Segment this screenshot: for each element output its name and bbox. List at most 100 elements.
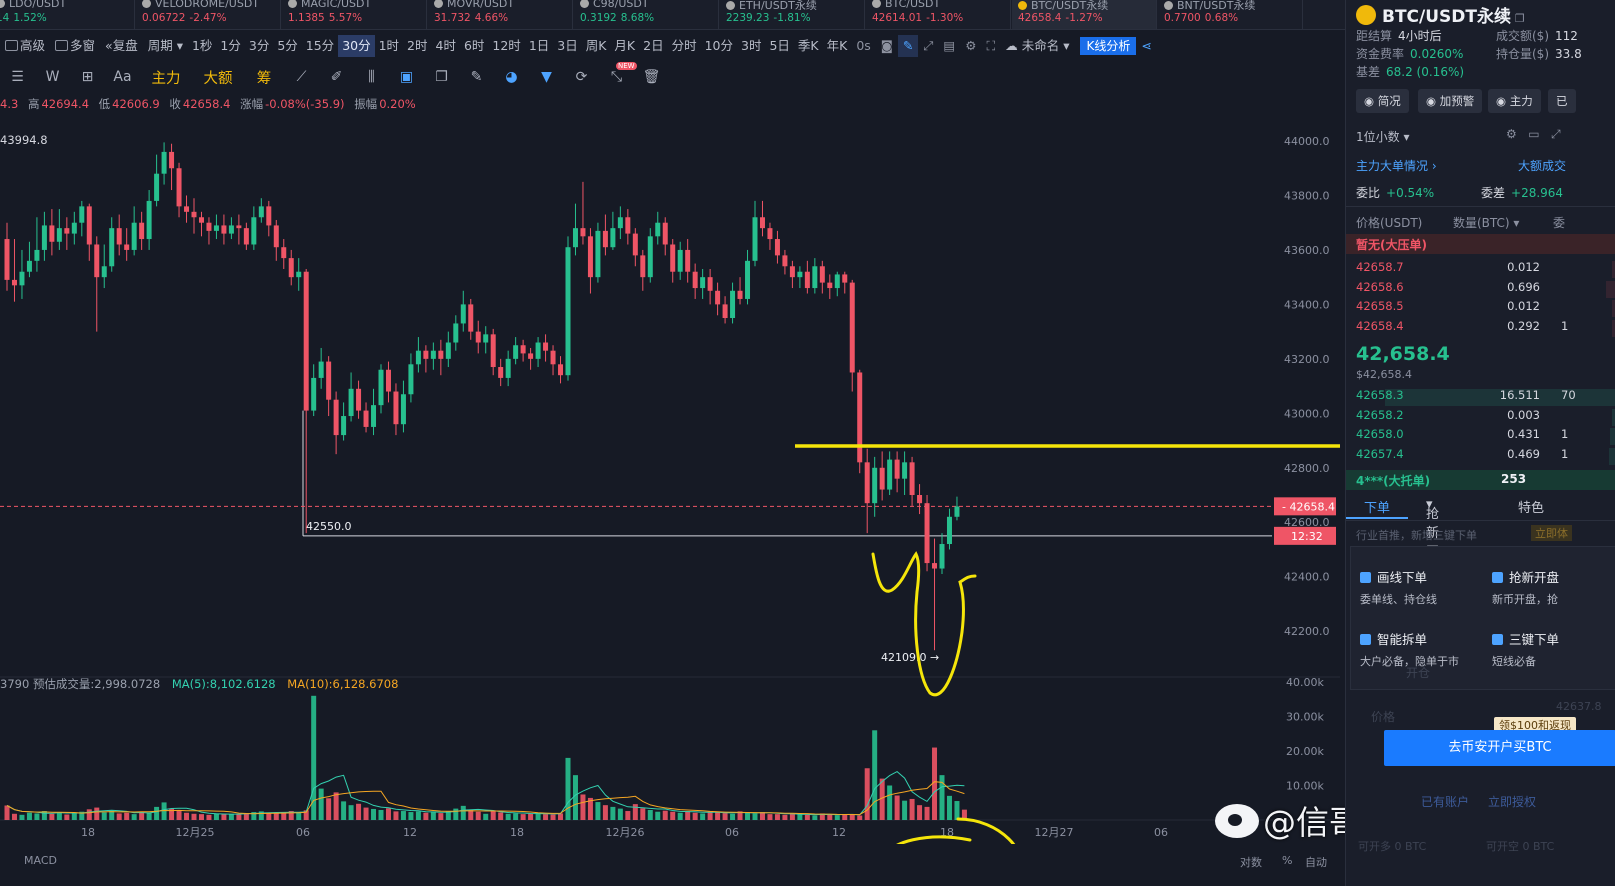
ticker-tab[interactable]: BTC/USDT永续 42658.4 -1.27%: [1012, 0, 1157, 29]
layout-dropdown[interactable]: ☁ 未命名 ▾: [1005, 38, 1070, 53]
big-order-link[interactable]: 主力大单情况 ›: [1356, 159, 1437, 173]
ticker-tab[interactable]: LDO/USDT 141.52%: [0, 0, 135, 29]
interval-option[interactable]: 2日: [643, 38, 664, 53]
interval-option[interactable]: 4时: [435, 38, 456, 53]
ticker-tab[interactable]: MAGIC/USDT 1.1385 5.57%: [282, 0, 427, 29]
lock-icon[interactable]: ▣: [399, 69, 414, 85]
orderbook-row[interactable]: 42658.6 0.696: [1356, 280, 1615, 299]
ticker-tab[interactable]: C98/USDT 0.3192 8.68%: [574, 0, 719, 29]
feature-draw-order[interactable]: 画线下单 委单线、持仓线: [1360, 570, 1437, 606]
ticker-tab[interactable]: MOVR/USDT 31.732 4.66%: [428, 0, 573, 29]
orderbook-row[interactable]: 42658.7 0.012: [1356, 260, 1615, 279]
expand-icon[interactable]: ⤢: [923, 38, 934, 53]
orderbook-row[interactable]: 42658.0 0.431 1: [1356, 427, 1615, 446]
interval-option[interactable]: 1日: [528, 38, 550, 53]
main-force-button[interactable]: 主力: [151, 70, 181, 87]
volume-bar: [647, 809, 653, 820]
brush-icon[interactable]: ✐: [330, 69, 343, 85]
orderbook-row[interactable]: 42658.2 0.003: [1356, 408, 1615, 427]
interval-option[interactable]: 15分: [305, 38, 335, 53]
feature-new-listing[interactable]: 抢新开盘 新币开盘，抢: [1492, 570, 1560, 606]
copy-icon[interactable]: ❐: [435, 69, 448, 85]
ticker-tab[interactable]: BTC/USDT 42614.01 -1.30%: [866, 0, 1011, 29]
ruler-icon[interactable]: ⟋: [296, 69, 307, 85]
advanced-button[interactable]: 高级: [0, 35, 50, 57]
sync-icon[interactable]: ⟳: [575, 69, 588, 85]
log-scale-toggle[interactable]: 对数: [1240, 856, 1262, 869]
overview-button[interactable]: ◉ 简况: [1356, 89, 1409, 113]
copy-icon[interactable]: ❐: [1511, 12, 1525, 25]
menu-icon[interactable]: ☰: [11, 69, 24, 85]
feature-three-key[interactable]: 三键下单 短线必备: [1492, 632, 1560, 668]
big-trade-link[interactable]: 大额成交: [1518, 159, 1567, 173]
text-tool-icon[interactable]: Aa: [113, 69, 132, 85]
bind-now-link[interactable]: 立即授权: [1488, 795, 1537, 809]
orderbook-row[interactable]: 42658.4 0.292 1: [1356, 319, 1615, 338]
interval-option[interactable]: 2时: [407, 38, 428, 53]
settings-icon[interactable]: ⚙: [965, 38, 977, 53]
interval-option[interactable]: 5日: [769, 38, 790, 53]
interval-option[interactable]: 6时: [463, 38, 485, 53]
interval-option[interactable]: 年K: [826, 38, 848, 53]
tab-order[interactable]: 下单: [1364, 501, 1391, 516]
box-tool-icon[interactable]: ⊞: [81, 69, 94, 85]
interval-option[interactable]: 30分: [338, 35, 375, 57]
trash-icon[interactable]: 🗑: [642, 69, 661, 85]
interval-option[interactable]: 3分: [248, 38, 270, 53]
share-icon[interactable]: ⋖: [1141, 38, 1152, 53]
ticker-tab[interactable]: BNT/USDT永续 0.7700 0.68%: [1158, 0, 1303, 29]
orderbook-row[interactable]: 42657.4 0.469 1: [1356, 447, 1615, 466]
interval-option[interactable]: 月K: [614, 38, 636, 53]
auto-scale-toggle[interactable]: 自动: [1305, 856, 1327, 869]
candlestick-chart[interactable]: 44000.0 43800.0 43600.0 43400.0 43200.0 43000…: [0, 92, 1342, 844]
multi-window-button[interactable]: 多窗: [50, 35, 100, 57]
interval-option[interactable]: 3时: [741, 38, 762, 53]
interval-option[interactable]: 分时: [671, 38, 697, 53]
macd-label[interactable]: MACD: [24, 854, 57, 867]
decimals-dropdown[interactable]: 1位小数 ▾: [1356, 130, 1410, 144]
bars-icon[interactable]: ⫼: [368, 69, 375, 85]
interval-option[interactable]: 1时: [378, 38, 400, 53]
interval-option[interactable]: 周K: [585, 38, 607, 53]
fullscreen-icon[interactable]: ⛶: [986, 38, 996, 53]
interval-option[interactable]: 10分: [704, 38, 733, 53]
kline-analysis-button[interactable]: K线分析: [1080, 37, 1137, 55]
volume-bar: [587, 797, 593, 820]
more-button[interactable]: 已: [1548, 89, 1576, 113]
main-force-panel-button[interactable]: ◉ 主力: [1488, 89, 1541, 113]
template-icon[interactable]: ▤: [943, 38, 956, 53]
candle-body: [498, 367, 504, 378]
percent-toggle[interactable]: %: [1282, 854, 1293, 867]
period-dropdown[interactable]: 周期 ▾: [147, 38, 183, 53]
interval-option[interactable]: 3日: [557, 38, 578, 53]
replay-button[interactable]: «复盘: [105, 38, 138, 53]
ticker-tab[interactable]: ETH/USDT永续 2239.23 -1.81%: [720, 0, 865, 29]
has-account-link[interactable]: 已有账户: [1421, 795, 1470, 809]
interval-option[interactable]: 季K: [797, 38, 819, 53]
interval-option[interactable]: 5分: [277, 38, 298, 53]
chips-button[interactable]: 筹: [256, 70, 272, 87]
wave-tool-icon[interactable]: W: [45, 69, 60, 85]
big-orders-button[interactable]: 大额: [203, 70, 233, 87]
interval-option[interactable]: 1秒: [191, 38, 213, 53]
orderbook-row[interactable]: 42658.5 0.012: [1356, 299, 1615, 318]
filter-icon[interactable]: ▼: [541, 69, 552, 85]
open-account-button[interactable]: 去币安开户买BTC: [1384, 730, 1615, 766]
tab-new-listing[interactable]: 抢新开盘 ▾: [1426, 497, 1440, 579]
interval-option[interactable]: 12时: [492, 38, 521, 53]
add-alert-button[interactable]: ◉ 加预警: [1418, 89, 1483, 113]
pencil-icon[interactable]: ✎: [897, 35, 919, 57]
magnet-icon[interactable]: ◕: [505, 69, 518, 85]
orderbook-row[interactable]: 42658.3 16.511 70: [1356, 388, 1615, 407]
orderbook-settings-icons[interactable]: ⚙ ▭ ⤢: [1506, 127, 1561, 141]
tab-features[interactable]: 特色: [1518, 501, 1545, 516]
volume-tick-label: 30.00k: [1286, 711, 1324, 724]
edit-icon[interactable]: ✎: [470, 69, 483, 85]
camera-icon[interactable]: ◙: [880, 38, 893, 53]
col-qty[interactable]: 数量(BTC) ▾: [1453, 216, 1520, 230]
feature-smart-split[interactable]: 智能拆单 大户必备，隐单于市: [1360, 632, 1459, 668]
ticker-tab[interactable]: VELODROME/USDT 0.06722 -2.47%: [136, 0, 281, 29]
draw-new-icon[interactable]: ⤡ NEW: [610, 62, 637, 85]
promo-button[interactable]: 立即体: [1531, 525, 1572, 541]
interval-option[interactable]: 1分: [220, 38, 241, 53]
